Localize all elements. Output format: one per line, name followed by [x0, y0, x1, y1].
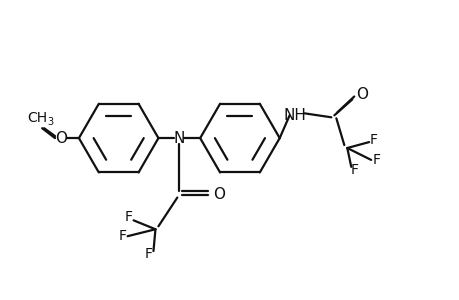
Text: F: F [118, 229, 126, 243]
Text: F: F [369, 133, 377, 147]
Text: CH: CH [27, 111, 47, 125]
Text: O: O [355, 87, 367, 102]
Text: 3: 3 [47, 117, 53, 127]
Text: NH: NH [283, 108, 305, 123]
Text: F: F [372, 153, 380, 167]
Text: N: N [173, 130, 185, 146]
Text: F: F [349, 163, 358, 177]
Text: O: O [55, 130, 67, 146]
Text: F: F [144, 247, 152, 261]
Text: O: O [213, 187, 224, 202]
Text: F: F [124, 210, 132, 224]
